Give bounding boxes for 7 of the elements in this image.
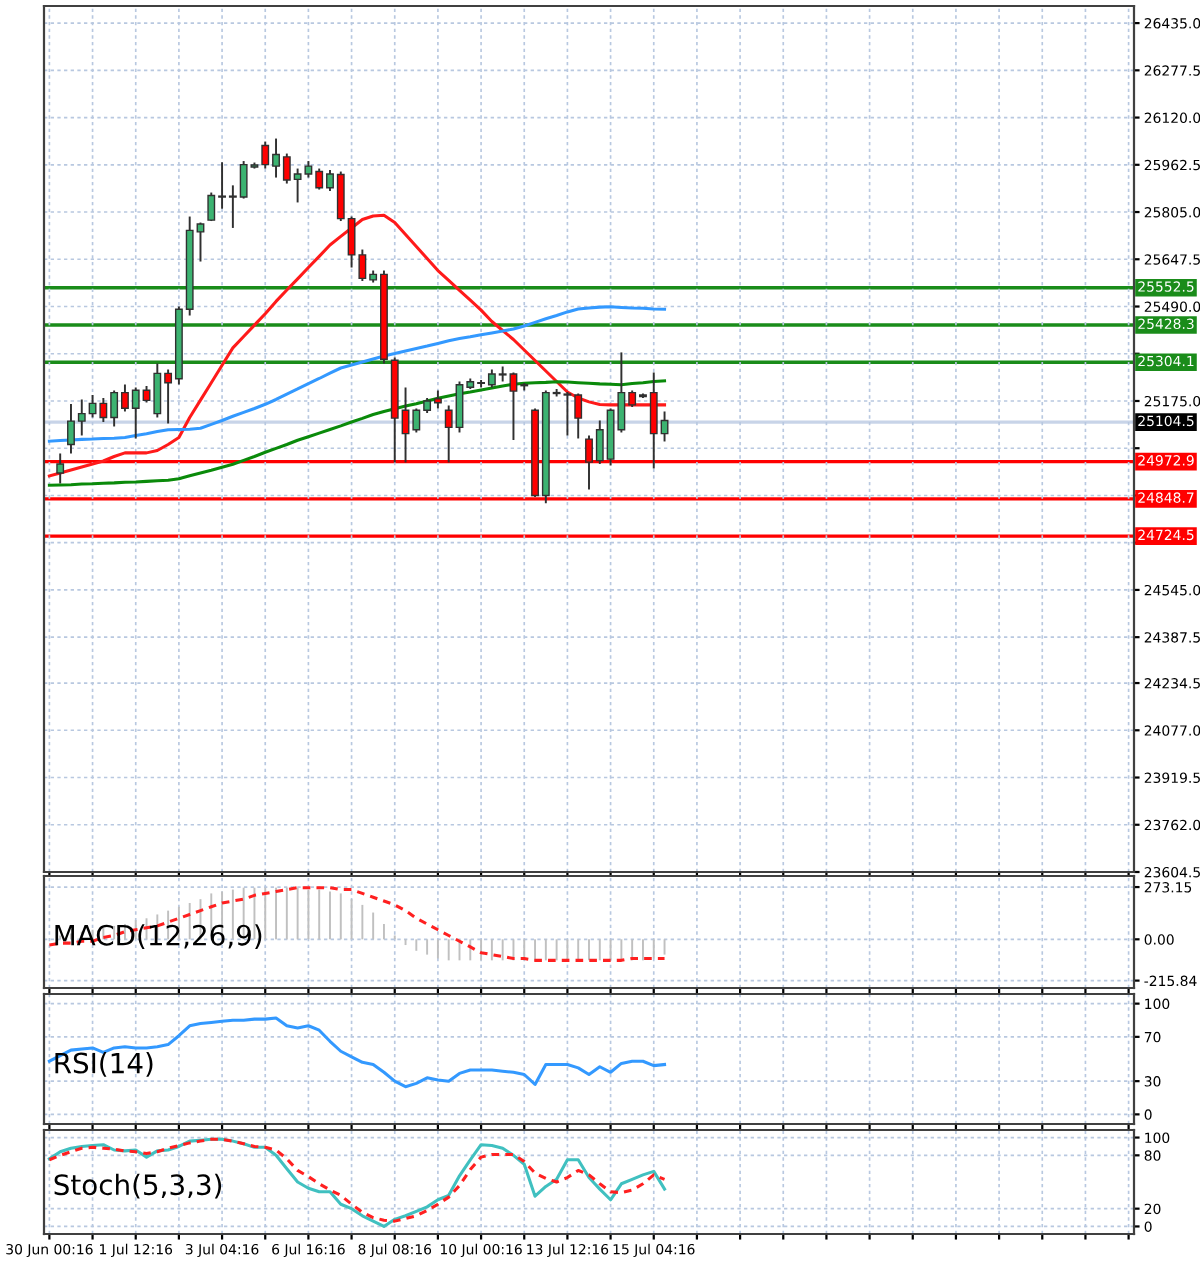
line-series (47, 305, 667, 443)
line-series (47, 1016, 667, 1089)
annotation: Stoch(5,3,3) (54, 1173, 222, 1199)
candlestick (56, 452, 65, 485)
line-series (47, 886, 667, 962)
annotation: RSI(14) (55, 1052, 153, 1077)
line-series (47, 213, 667, 478)
